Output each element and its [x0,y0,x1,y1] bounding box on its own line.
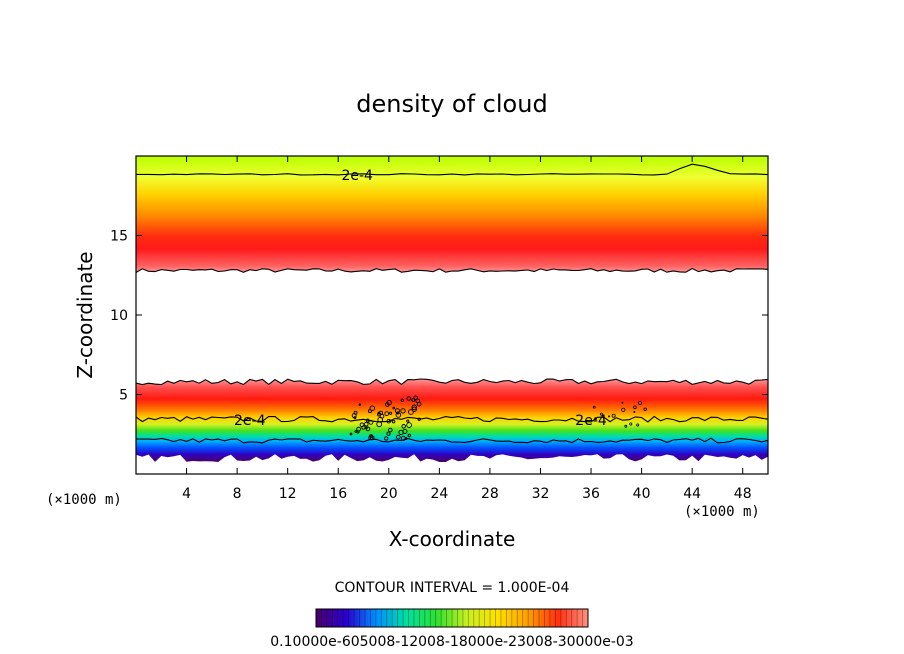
contour-speckle [377,412,381,417]
contour-speckle [358,403,362,406]
contour-line [136,163,768,176]
contour-speckle [611,413,616,418]
contour-speckle [401,424,406,429]
x-tick-label: 4 [182,486,191,502]
contour-label: 2e-4 [234,413,266,429]
y-tick-label: 5 [119,388,128,404]
contour-speckle [386,418,391,424]
y-axis-title: Z-coordinate [73,251,97,378]
contour-speckle [353,416,357,420]
contour-speckle [394,408,400,414]
contour-speckle [353,410,358,415]
contour-speckle [637,400,643,406]
contour-lines [136,163,768,444]
contour-speckle [364,421,369,427]
contour-speckle [368,409,372,414]
contour-speckle [636,423,640,427]
x-tick-label: 12 [279,486,297,502]
contour-label: 2e-4 [575,413,607,429]
x-tick-label: 24 [430,486,448,502]
y-axis-unit: (×1000 m) [46,492,122,508]
contour-speckle [404,437,408,441]
contour-speckle [406,422,412,428]
x-tick-label: 44 [683,486,701,502]
contour-speckle [406,396,412,401]
colorbar-frame [315,608,589,628]
contour-speckle [384,411,390,416]
contour-speckle [594,417,597,421]
contour-speckle [386,431,391,436]
x-tick-label: 36 [582,486,600,502]
contour-labels: 2e-4 2e-4 2e-4 [234,168,607,429]
contour-speckle [365,426,371,432]
contour-speckle [400,435,406,441]
contour-speckle [400,408,406,414]
x-tick-label: 40 [633,486,651,502]
colorbar-swatch [316,609,588,627]
x-tick-label: 8 [233,486,242,502]
y-tick-label: 15 [110,229,128,245]
x-axis-ticks: 4 8 12 16 20 24 28 32 36 40 44 48 [182,156,752,502]
x-tick-label: 48 [734,486,752,502]
contour-speckle [379,413,385,419]
contour-line [136,267,768,273]
contour-speckle [392,406,396,410]
contour-speckle [376,421,383,428]
colorbar-labels: 0.10000e-605008-12008-18000e-23008-30000… [270,634,633,650]
contour-speckle [406,419,410,423]
contour-speckle [633,410,636,413]
contour-speckle [386,400,392,406]
contour-speckle [608,415,611,418]
contour-speckle [356,430,360,434]
contour-speckle [411,404,417,411]
contour-speckle [395,434,401,440]
contour-speckle [384,436,389,441]
contour-speckle [415,398,421,404]
contour-speckles [349,395,647,441]
x-tick-label: 20 [380,486,398,502]
contour-speckle [592,405,596,409]
contour-speckle [407,433,412,438]
x-tick-label: 28 [481,486,499,502]
x-tick-label: 32 [532,486,550,502]
contour-speckle [599,412,603,416]
chart-title: density of cloud [356,90,547,118]
contour-interval-label: CONTOUR INTERVAL = 1.000E-04 [335,580,570,596]
contour-line [136,415,768,423]
contour-speckle [349,432,353,436]
contour-speckle [388,427,393,433]
contour-line [136,437,768,444]
contour-speckle [368,435,374,441]
contour-speckle [408,409,414,415]
colorbar-stripes [321,609,583,627]
contour-label: 2e-4 [341,168,373,184]
contour-speckle [411,406,417,412]
contour-speckle [413,395,418,401]
contour-speckle [621,401,624,404]
contour-line [136,378,768,386]
contour-speckle [624,424,628,428]
y-axis-ticks: 5 10 15 [110,229,768,404]
contour-speckle [643,407,647,411]
contour-speckle [398,429,404,436]
plot-area [136,156,768,462]
contour-speckle [389,411,393,415]
upper-cloud-layer [136,156,768,273]
contour-speckle [417,417,421,421]
contour-speckle [629,422,633,426]
contour-speckle [633,405,637,410]
contour-speckle [368,419,374,425]
x-tick-label: 16 [329,486,347,502]
y-tick-label: 10 [110,308,128,324]
contour-speckle [391,419,396,424]
contour-speckle [400,398,404,402]
colorbar [315,608,589,628]
contour-speckle [621,407,626,412]
x-axis-title: X-coordinate [389,527,516,551]
contour-speckle [361,425,366,430]
contour-speckle [369,405,376,411]
x-axis-unit: (×1000 m) [684,504,760,520]
